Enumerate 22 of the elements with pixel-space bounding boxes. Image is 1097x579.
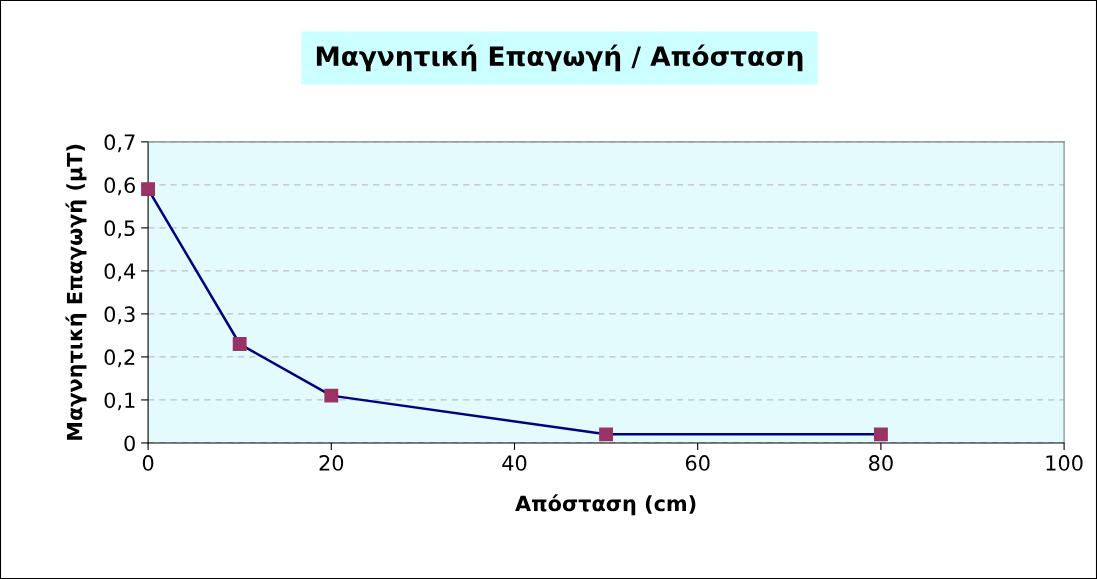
x-tick-label: 40 [502,455,527,471]
y-tick-label: 0,6 [104,177,135,196]
point [232,337,247,351]
y-tick-label: 0,3 [104,306,135,325]
point [324,388,339,403]
y-tick-label: 0,2 [104,349,135,368]
point [873,427,888,442]
x-tick-label: 0 [142,455,154,471]
x-axis-title: Απόσταση (cm) [515,494,696,516]
chart-title: Μαγνητική Επαγωγή / Απόσταση [316,44,803,72]
y-tick-label: 0,5 [104,220,135,239]
point [599,427,614,442]
y-axis-title: Μαγνητική Επαγωγή (μT) [65,144,87,440]
point [141,182,156,197]
y-tick-label: 0,1 [104,392,135,411]
x-tick-label: 80 [869,455,893,471]
x-tick-label: 100 [1046,455,1083,471]
x-tick-label: 60 [685,455,710,471]
x-tick-label: 20 [319,455,344,471]
y-tick-label: 0,4 [104,263,136,282]
y-tick-label: 0,7 [104,134,135,153]
y-tick-label: 0 [124,435,135,452]
